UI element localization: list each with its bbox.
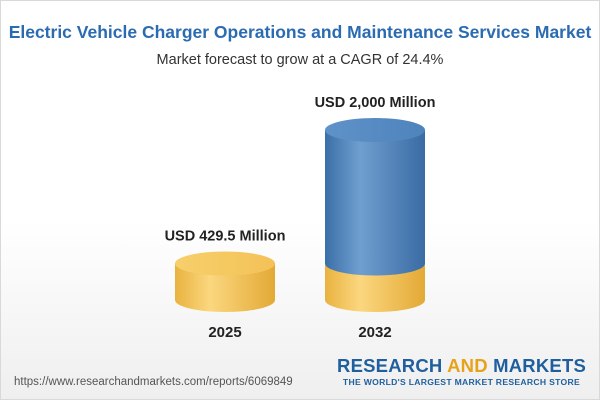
brand-name-part2: AND: [447, 355, 488, 376]
brand-tagline: THE WORLD'S LARGEST MARKET RESEARCH STOR…: [342, 377, 581, 387]
cylinder-body: [175, 263, 275, 312]
brand-name: RESEARCH AND MARKETS: [337, 356, 586, 376]
brand-name-part1: RESEARCH: [337, 355, 443, 376]
cylinder-top: [175, 251, 275, 276]
cylinder-base-segment: [325, 263, 425, 312]
category-label: 2025: [208, 324, 241, 341]
cylinder-top: [325, 118, 425, 142]
chart-subtitle: Market forecast to grow at a CAGR of 24.…: [156, 52, 444, 68]
category-label: 2032: [358, 324, 391, 341]
brand-name-part3: MARKETS: [493, 355, 586, 376]
source-url[interactable]: https://www.researchandmarkets.com/repor…: [14, 376, 293, 388]
data-label: USD 2,000 Million: [315, 95, 436, 111]
chart-title: Electric Vehicle Charger Operations and …: [8, 22, 592, 42]
brand-logo: RESEARCH AND MARKETS THE WORLD'S LARGEST…: [337, 356, 586, 388]
cylinder-bar-2032: [325, 118, 425, 312]
cylinder-growth-segment: [325, 130, 425, 276]
data-label: USD 429.5 Million: [165, 228, 286, 244]
cylinder-bar-2025: [175, 251, 275, 312]
